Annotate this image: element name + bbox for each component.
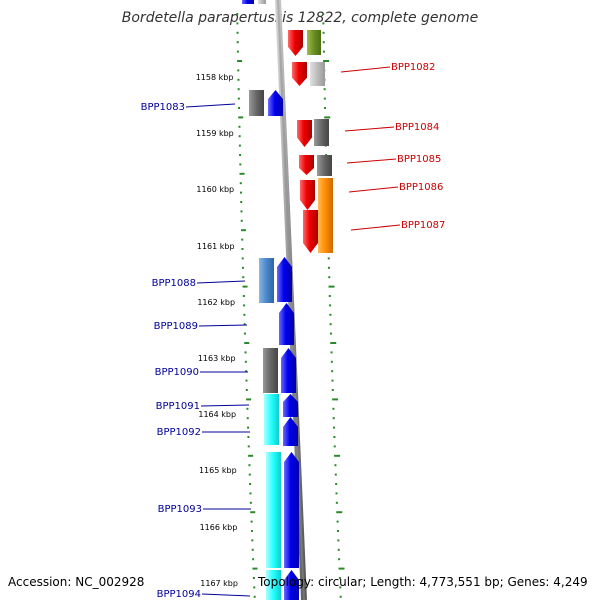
label-connector: [200, 404, 250, 407]
label-connector: [350, 224, 401, 231]
feature-partner-BPP1093: [266, 452, 281, 568]
feature-BPP1082: [292, 62, 307, 86]
feature-BPP1084: [297, 120, 312, 147]
feature-BPP1091: [283, 394, 298, 417]
label-connector: [346, 158, 397, 164]
feature-BPP1094: [284, 570, 299, 600]
label-connector: [344, 126, 395, 132]
topology-text: Topology: circular; Length: 4,773,551 bp…: [258, 575, 588, 589]
feature-BPP1088: [277, 257, 292, 302]
feature-partner-BPP1085: [317, 155, 332, 176]
feature-partner-BPP1088: [259, 258, 274, 303]
kbp-label: 1160 kbp: [196, 185, 234, 194]
label-connector: [198, 324, 248, 327]
kbp-label: 1166 kbp: [200, 523, 238, 532]
feature-partner-BPP1094: [266, 570, 281, 600]
label-connector: [340, 66, 391, 73]
feature-BPP1090: [281, 348, 296, 393]
kbp-label: 1158 kbp: [196, 73, 234, 82]
gene-label-BPP1085: BPP1085: [397, 154, 441, 165]
kbp-label: 1162 kbp: [197, 298, 235, 307]
feature-BPP1086: [300, 180, 315, 210]
feature-partner: [307, 30, 321, 55]
feature-forward: [288, 30, 303, 56]
gene-label-BPP1083: BPP1083: [141, 102, 185, 113]
kbp-label: 1164 kbp: [198, 410, 236, 419]
feature-BPP1083: [268, 90, 283, 116]
kbp-label: 1159 kbp: [196, 129, 234, 138]
gene-label-BPP1087: BPP1087: [401, 220, 445, 231]
kbp-label: 1165 kbp: [199, 466, 237, 475]
gene-label-BPP1086: BPP1086: [399, 182, 443, 193]
feature-partner-BPP1082: [310, 62, 325, 86]
feature-BPP1087: [303, 210, 318, 253]
gene-label-BPP1084: BPP1084: [395, 122, 439, 133]
feature-partial: [258, 0, 266, 4]
kbp-label: 1163 kbp: [198, 354, 236, 363]
feature-partner-BPP1084: [314, 119, 329, 146]
feature-partner-BPP1090: [263, 348, 278, 393]
label-connector: [196, 280, 246, 284]
feature-partner-BPP1083: [249, 90, 264, 116]
label-connector: [185, 103, 236, 108]
label-connector: [201, 593, 251, 597]
map-title: Bordetella parapertussis 12822, complete…: [121, 10, 479, 26]
gene-label-BPP1090: BPP1090: [155, 367, 199, 378]
label-connector: [348, 186, 399, 193]
gene-label-BPP1091: BPP1091: [156, 401, 200, 412]
feature-partner-BPP1086: [318, 178, 333, 253]
footer: Accession: NC_002928 Topology: circular;…: [8, 575, 588, 589]
feature-BPP1092: [283, 417, 298, 446]
gene-label-BPP1088: BPP1088: [152, 278, 196, 289]
feature-partner-BPP1091: [264, 394, 279, 445]
gene-label-BPP1093: BPP1093: [158, 504, 202, 515]
gene-label-BPP1094: BPP1094: [157, 589, 201, 600]
accession-text: Accession: NC_002928: [8, 575, 145, 589]
feature-partial: [242, 0, 254, 4]
feature-BPP1089: [279, 303, 294, 345]
feature-BPP1093: [284, 452, 299, 568]
feature-BPP1085: [299, 155, 314, 175]
gene-label-BPP1089: BPP1089: [154, 321, 198, 332]
gene-label-BPP1092: BPP1092: [157, 427, 201, 438]
kbp-label: 1161 kbp: [197, 242, 235, 251]
kbp-label: 1167 kbp: [200, 579, 238, 588]
gene-label-BPP1082: BPP1082: [391, 62, 435, 73]
